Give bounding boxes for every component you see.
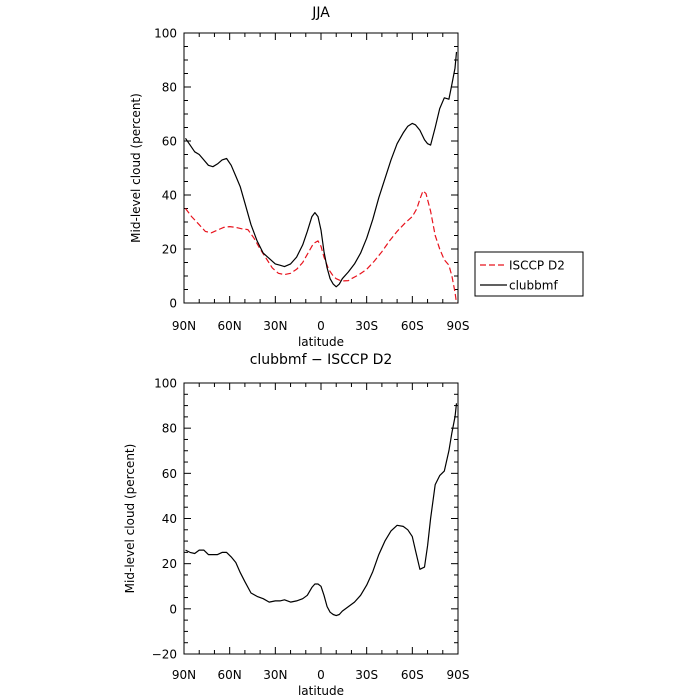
y-tick-label: 80	[162, 422, 177, 436]
x-tick-label: 60S	[401, 319, 424, 333]
chart-title: clubbmf − ISCCP D2	[250, 352, 393, 368]
x-axis-label: latitude	[298, 684, 344, 698]
x-tick-label: 30N	[263, 668, 287, 682]
legend-box	[474, 251, 584, 297]
chart-title: JJA	[311, 5, 330, 21]
y-tick-label: 40	[162, 512, 177, 526]
y-tick-label: 40	[162, 189, 177, 203]
x-tick-label: 60N	[218, 319, 242, 333]
bottom-panel: clubbmf − ISCCP D2 90N 60N 30N 0 30S 60S 90S −20…	[123, 352, 469, 698]
y-tick-label: 60	[162, 135, 177, 149]
series-line-difference	[185, 403, 458, 617]
x-tick-label: 30S	[355, 319, 378, 333]
x-tick-label: 0	[317, 319, 325, 333]
y-tick-label: −20	[152, 648, 177, 662]
x-tick-label: 90S	[447, 319, 470, 333]
plot-frame	[183, 32, 459, 304]
y-tick-label: 0	[169, 297, 177, 311]
series-line-isccp-d2	[185, 190, 458, 304]
legend: ISCCP D2 clubbmf	[474, 251, 584, 297]
legend-label: ISCCP D2	[509, 259, 565, 273]
series-line-clubbmf	[185, 51, 458, 288]
x-tick-label: 90S	[447, 668, 470, 682]
y-tick-label: 100	[154, 377, 177, 391]
x-tick-label: 60N	[218, 668, 242, 682]
x-tick-label: 30N	[263, 319, 287, 333]
y-axis-label: Mid-level cloud (percent)	[129, 93, 143, 243]
y-tick-label: 100	[154, 27, 177, 41]
y-tick-label: 20	[162, 243, 177, 257]
x-axis-label: latitude	[298, 335, 344, 349]
y-tick-label: 80	[162, 81, 177, 95]
x-tick-label: 90N	[172, 319, 196, 333]
y-axis-label: Mid-level cloud (percent)	[123, 444, 137, 594]
x-tick-label: 60S	[401, 668, 424, 682]
x-tick-label: 90N	[172, 668, 196, 682]
x-tick-label: 0	[317, 668, 325, 682]
legend-label: clubbmf	[509, 279, 558, 293]
y-tick-label: 60	[162, 467, 177, 481]
top-panel: JJA 90N 60N 30N 0 30S 60S 90S 0 20 40 60 80 100 latitu…	[129, 5, 469, 349]
y-tick-label: 0	[169, 602, 177, 616]
plot-frame	[183, 382, 459, 655]
x-tick-label: 30S	[355, 668, 378, 682]
y-tick-label: 20	[162, 557, 177, 571]
